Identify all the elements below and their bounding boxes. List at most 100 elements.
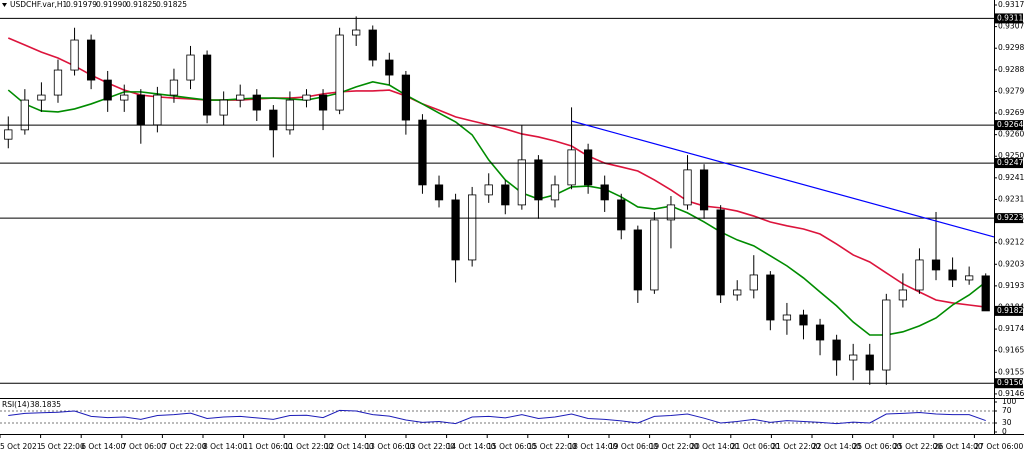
candle-body <box>136 94 145 126</box>
symbol: USDCHF.var,H1 <box>10 0 68 9</box>
candle-body <box>799 314 808 326</box>
candle-body <box>948 269 957 281</box>
level-label-box <box>995 378 1023 389</box>
candle-body <box>103 79 112 101</box>
rsi-value: 38.1835 <box>30 400 61 409</box>
moving-average <box>7 81 987 336</box>
trendline <box>571 120 995 238</box>
y-tick-label: 0.93075 <box>998 22 1024 31</box>
level-label: 0.92475 <box>997 158 1024 167</box>
candle-body <box>815 324 825 341</box>
candle-body <box>468 194 477 261</box>
candle-body <box>186 54 195 81</box>
candle-body <box>733 289 742 296</box>
candle-body <box>451 199 460 261</box>
candle-body <box>965 275 974 281</box>
rsi-tick-label: 0 <box>1002 427 1007 436</box>
candle-body <box>434 184 444 201</box>
x-tick-label: 27 Oct 06:00 <box>974 442 1023 451</box>
candle-body <box>401 74 411 121</box>
candle-body <box>898 289 908 301</box>
x-tick-label: 18 Oct 14:00 <box>568 442 617 451</box>
candle-body <box>202 54 212 116</box>
rsi-line <box>8 409 986 425</box>
x-tick-label: 8 Oct 14:00 <box>203 442 247 451</box>
candle-body <box>86 39 96 81</box>
y-tick-label: 0.92125 <box>998 238 1024 247</box>
candle-body <box>484 184 493 196</box>
candle-body <box>633 229 642 291</box>
candle-body <box>352 29 361 36</box>
x-tick-label: 12 Oct 14:00 <box>325 442 374 451</box>
menu-arrow[interactable] <box>2 3 7 7</box>
quote-value: 0.91990 <box>96 0 127 9</box>
level-label: 0.93111 <box>997 13 1024 22</box>
candle-body <box>650 219 659 291</box>
candle-body <box>418 119 427 186</box>
candle-body <box>600 184 609 201</box>
candle-body <box>53 69 63 96</box>
x-tick-label: 26 Oct 14:00 <box>934 442 983 451</box>
quote-value: 0.91825 <box>126 0 157 9</box>
candle-body <box>832 339 841 361</box>
x-tick-label: 22 Oct 14:00 <box>812 442 861 451</box>
x-tick-label: 20 Oct 14:00 <box>690 442 739 451</box>
candle-body <box>153 94 162 126</box>
x-tick-label: 5 Oct 22:00 <box>41 442 85 451</box>
level-label: 0.92642 <box>997 120 1024 129</box>
candle-body <box>169 79 179 96</box>
x-tick-label: 25 Oct 06:00 <box>853 442 902 451</box>
level-label-box <box>995 213 1023 224</box>
rsi-tick-label: 30 <box>1002 418 1012 427</box>
y-tick-label: 0.92505 <box>998 151 1024 160</box>
x-tick-label: 19 Oct 22:00 <box>650 442 699 451</box>
rsi-tick-label: 70 <box>1002 406 1012 415</box>
x-tick-label: 14 Oct 14:00 <box>447 442 496 451</box>
candle-body <box>252 94 261 111</box>
candle-body <box>534 159 543 201</box>
candle-body <box>865 354 874 371</box>
x-tick-label: 6 Oct 14:00 <box>81 442 125 451</box>
candle-body <box>302 94 311 101</box>
candle-body <box>567 149 576 186</box>
rsi-tick-label: 100 <box>1002 397 1017 406</box>
x-tick-label: 25 Oct 22:00 <box>893 442 942 451</box>
level-label: 0.91507 <box>997 378 1024 387</box>
x-tick-label: 11 Oct 06:00 <box>244 442 293 451</box>
candle-body <box>766 274 775 321</box>
x-tick-label: 11 Oct 22:00 <box>284 442 333 451</box>
x-tick-label: 15 Oct 06:00 <box>487 442 536 451</box>
candle-body <box>501 184 510 206</box>
y-tick-label: 0.92695 <box>998 108 1024 117</box>
level-label-box <box>995 13 1023 24</box>
candle-body <box>120 94 129 101</box>
candle-body <box>849 354 858 361</box>
y-tick-label: 0.92315 <box>998 194 1024 203</box>
candle-body <box>269 109 278 131</box>
candle-body <box>368 29 377 61</box>
level-label-box <box>995 158 1023 169</box>
x-tick-label: 21 Oct 06:00 <box>731 442 780 451</box>
candle-body <box>749 274 758 291</box>
moving-average <box>7 37 986 308</box>
y-tick-label: 0.91935 <box>998 281 1024 290</box>
candle-body <box>882 299 891 371</box>
rsi-label: RSI(14) <box>2 400 30 409</box>
candle-body <box>318 94 328 111</box>
x-tick-label: 21 Oct 22:00 <box>771 442 820 451</box>
candle-body <box>666 204 676 221</box>
quote-value: 0.91979 <box>66 0 97 9</box>
x-tick-label: 13 Oct 06:00 <box>365 442 414 451</box>
candle-body <box>931 259 941 271</box>
x-tick-label: 7 Oct 22:00 <box>162 442 206 451</box>
candle-body <box>219 99 228 116</box>
